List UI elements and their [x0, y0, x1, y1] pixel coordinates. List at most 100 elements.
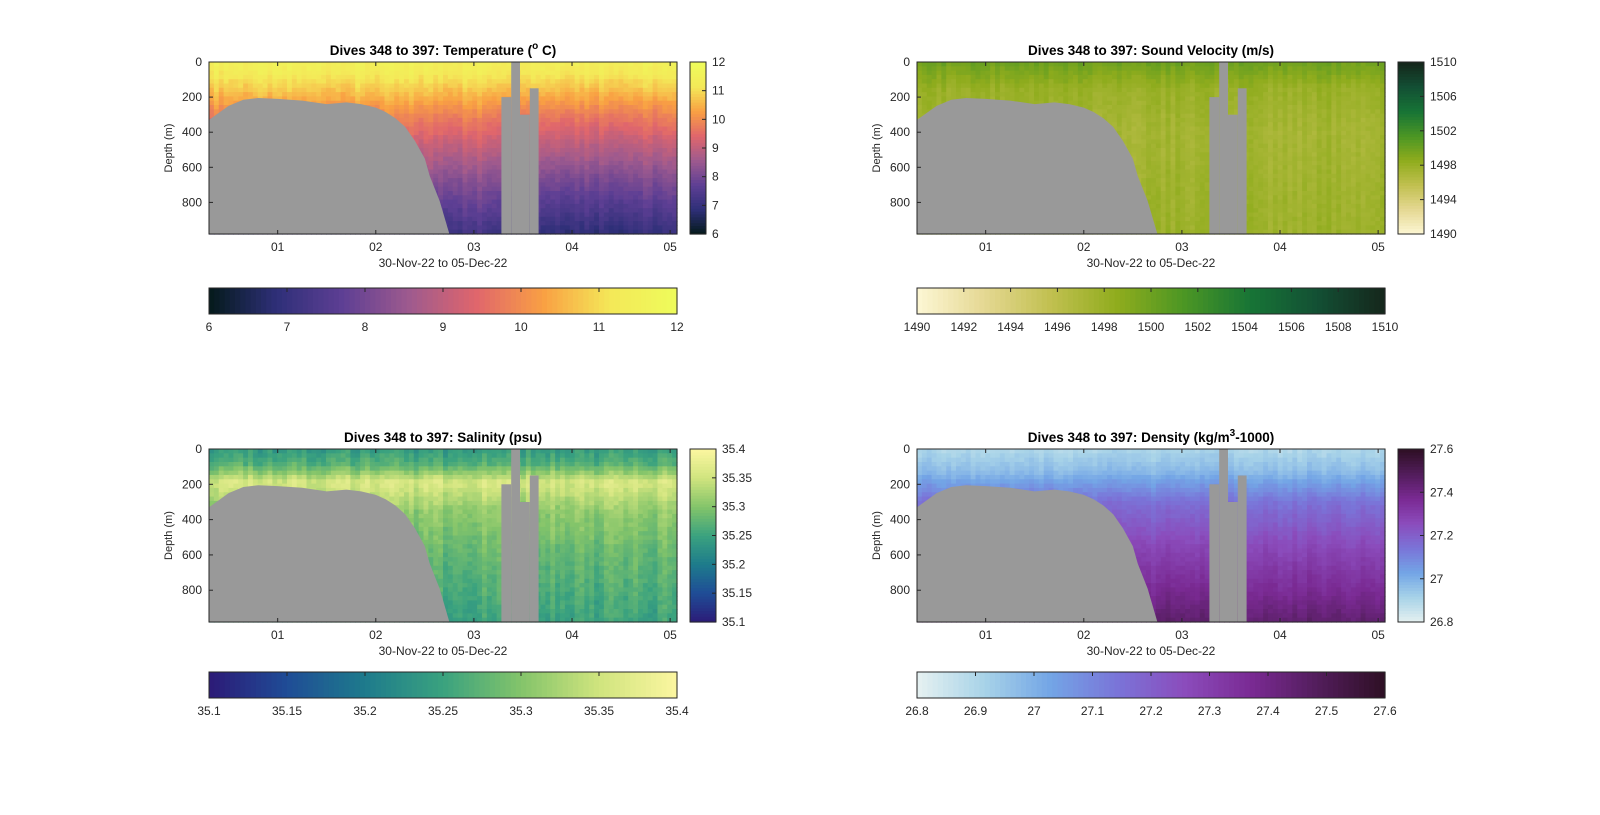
heatmap-cell: [433, 148, 439, 153]
heatmap-cell: [613, 100, 620, 106]
heatmap-cell: [272, 79, 278, 85]
colorbar-segment: [690, 196, 706, 201]
heatmap-cell: [564, 186, 571, 192]
heatmap-cell: [564, 221, 571, 226]
heatmap-cell: [1004, 96, 1011, 102]
heatmap-cell: [486, 62, 493, 67]
heatmap-cell: [389, 105, 395, 110]
heatmap-cell: [482, 152, 488, 158]
heatmap-cell: [921, 100, 928, 106]
heatmap-cell: [613, 199, 620, 205]
heatmap-cell: [467, 156, 473, 162]
heatmap-cell: [525, 96, 532, 102]
heatmap-cell: [956, 87, 962, 93]
heatmap-cell: [667, 83, 673, 89]
heatmap-cell: [482, 143, 488, 149]
heatmap-cell: [662, 152, 668, 158]
heatmap-cell: [550, 100, 556, 106]
heatmap-cell: [316, 66, 322, 72]
heatmap-cell: [418, 117, 425, 123]
heatmap-cell: [613, 178, 620, 183]
colorbar-segment: [453, 288, 460, 314]
heatmap-cell: [633, 212, 639, 218]
heatmap-cell: [408, 92, 415, 97]
heatmap-cell: [642, 100, 649, 106]
colorbar-segment: [690, 148, 706, 152]
heatmap-cell: [467, 225, 473, 231]
heatmap-cell: [628, 229, 634, 235]
heatmap-cell: [642, 62, 649, 67]
heatmap-cell: [564, 143, 571, 149]
heatmap-cell: [618, 182, 624, 188]
heatmap-cell: [428, 139, 434, 145]
heatmap-cell: [584, 70, 590, 76]
heatmap-cell: [1024, 74, 1030, 80]
heatmap-cell: [550, 122, 556, 128]
heatmap-cell: [574, 195, 581, 201]
heatmap-cell: [238, 92, 244, 97]
heatmap-cell: [574, 135, 581, 140]
heatmap-cell: [428, 152, 434, 158]
heatmap-cell: [482, 221, 488, 226]
heatmap-cell: [613, 130, 620, 136]
heatmap-cell: [633, 199, 639, 205]
heatmap-cell: [213, 83, 220, 89]
heatmap-cell: [657, 62, 663, 67]
heatmap-cell: [579, 208, 585, 214]
heatmap-cell: [618, 143, 624, 149]
heatmap-cell: [608, 92, 615, 97]
heatmap-cell: [345, 92, 351, 97]
heatmap-cell: [662, 212, 668, 218]
heatmap-cell: [501, 79, 507, 85]
heatmap-cell: [970, 62, 977, 67]
heatmap-cell: [647, 66, 654, 72]
heatmap-cell: [618, 126, 624, 132]
heatmap-cell: [584, 225, 590, 231]
heatmap-cell: [365, 92, 371, 97]
heatmap-cell: [452, 122, 459, 128]
heatmap-cell: [633, 225, 639, 231]
heatmap-cell: [555, 156, 561, 162]
heatmap-cell: [462, 113, 468, 119]
heatmap-cell: [603, 225, 610, 231]
heatmap-cell: [603, 203, 610, 209]
heatmap-cell: [248, 66, 254, 72]
heatmap-cell: [345, 79, 351, 85]
heatmap-cell: [633, 186, 639, 192]
heatmap-cell: [999, 83, 1006, 89]
heatmap-cell: [477, 208, 483, 214]
heatmap-cell: [365, 70, 371, 76]
heatmap-cell: [647, 143, 654, 149]
heatmap-cell: [579, 66, 585, 72]
heatmap-cell: [608, 191, 615, 196]
heatmap-cell: [545, 139, 551, 145]
heatmap-cell: [584, 109, 590, 115]
heatmap-cell: [491, 165, 498, 171]
heatmap-cell: [545, 87, 551, 93]
heatmap-cell: [443, 87, 449, 93]
heatmap-cell: [477, 130, 483, 136]
heatmap-cell: [447, 105, 454, 110]
heatmap-cell: [404, 122, 410, 128]
heatmap-cell: [433, 169, 439, 175]
heatmap-cell: [917, 109, 923, 115]
heatmap-cell: [447, 152, 454, 158]
heatmap-cell: [550, 156, 556, 162]
colorbar-segment: [690, 193, 706, 198]
heatmap-cell: [613, 117, 620, 123]
heatmap-cell: [662, 216, 668, 222]
heatmap-cell: [599, 100, 605, 106]
colorbar-segment: [385, 288, 392, 314]
heatmap-cell: [652, 92, 659, 97]
heatmap-cell: [608, 79, 615, 85]
heatmap-cell: [990, 92, 996, 97]
heatmap-cell: [228, 62, 234, 67]
heatmap-cell: [642, 105, 649, 110]
heatmap-cell: [647, 135, 654, 140]
colorbar-segment: [690, 64, 706, 69]
heatmap-cell: [428, 126, 434, 132]
heatmap-cell: [525, 74, 532, 80]
heatmap-cell: [413, 117, 420, 123]
heatmap-cell: [408, 96, 415, 102]
heatmap-cell: [438, 126, 444, 132]
